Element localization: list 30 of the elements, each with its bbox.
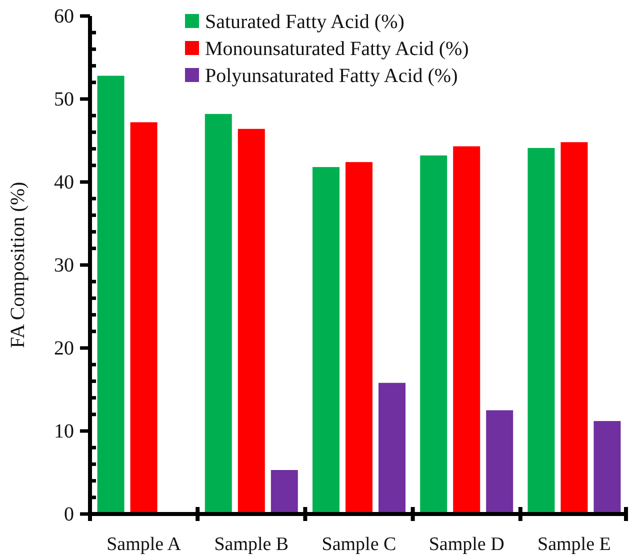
y-tick-label: 60	[54, 5, 74, 28]
x-tick-label: Sample D	[428, 534, 504, 555]
bar	[238, 128, 265, 514]
x-tick-label: Sample C	[322, 534, 396, 555]
bar	[378, 382, 406, 514]
x-tick-label: Sample A	[106, 534, 182, 555]
y-tick-label: 0	[64, 503, 74, 526]
bar	[420, 155, 448, 514]
bar	[486, 410, 514, 514]
bar	[97, 76, 124, 514]
bar	[270, 470, 298, 514]
legend-label: Monounsaturated Fatty Acid (%)	[205, 38, 469, 60]
bar	[204, 114, 232, 514]
x-tick-label: Sample E	[538, 534, 611, 555]
y-tick-label: 20	[54, 337, 74, 360]
bar	[130, 122, 158, 514]
x-tick-label: Sample B	[214, 534, 289, 555]
y-axis-title: FA Composition (%)	[7, 182, 29, 348]
bar	[312, 167, 340, 514]
legend-label: Polyunsaturated Fatty Acid (%)	[205, 65, 458, 87]
y-tick-label: 40	[54, 171, 74, 194]
y-tick-label: 50	[54, 88, 74, 110]
bar	[560, 142, 588, 514]
bar	[346, 162, 372, 514]
y-tick-label: 10	[54, 420, 74, 442]
bar	[594, 421, 621, 514]
bar	[528, 148, 555, 514]
legend-label: Saturated Fatty Acid (%)	[205, 11, 404, 33]
y-tick-label: 30	[54, 254, 74, 276]
bar	[453, 146, 480, 514]
